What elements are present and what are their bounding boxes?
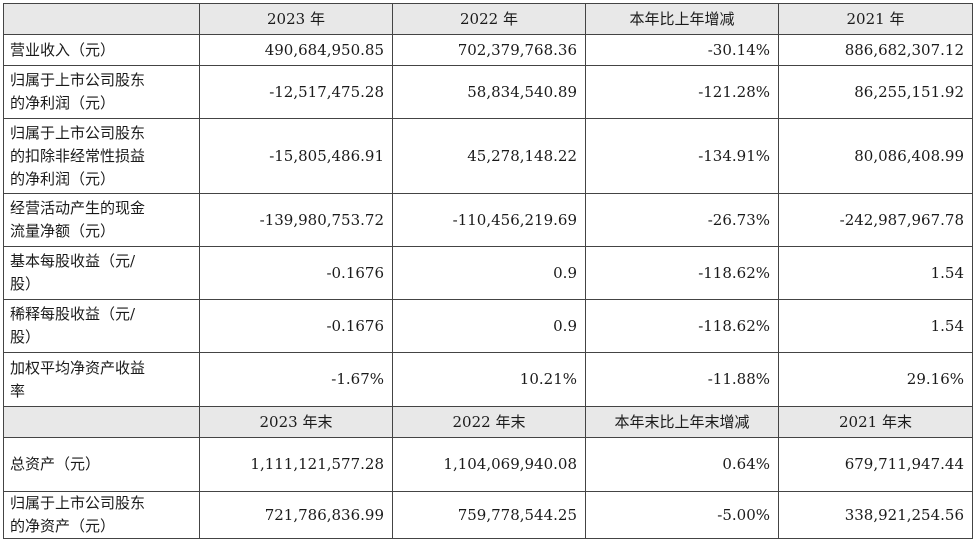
row-label-line: 的扣除非经常性损益 [10,146,146,165]
row-label: 稀释每股收益（元/股） [3,299,200,353]
row-label-line: 稀释每股收益（元/ [10,305,136,323]
value-cell: 338,921,254.56 [778,491,973,539]
column-header: 2023 年末 [199,406,393,438]
column-header: 2022 年末 [392,406,586,438]
value-cell: -110,456,219.69 [392,193,586,247]
row-label-line: 的净利润（元） [10,94,116,112]
value-cell: 490,684,950.85 [199,34,393,66]
value-cell: -134.91% [585,118,779,194]
value-cell: -0.1676 [199,246,393,300]
header-corner-cell [3,3,200,35]
value-cell: 45,278,148.22 [392,118,586,194]
table-row: 稀释每股收益（元/股） -0.1676 0.9 -118.62% 1.54 [3,299,973,353]
value-cell: 1.54 [778,246,973,300]
value-cell: 702,379,768.36 [392,34,586,66]
row-label-line: 归属于上市公司股东 [10,71,146,89]
table-row: 总资产（元） 1,111,121,577.28 1,104,069,940.08 0.… [3,437,973,492]
column-header: 2023 年 [199,3,393,35]
value-cell: 1,111,121,577.28 [199,437,393,492]
value-cell: 679,711,947.44 [778,437,973,492]
value-cell: 10.21% [392,352,586,407]
value-cell: -26.73% [585,193,779,247]
row-label: 归属于上市公司股东 的净利润（元） [3,65,200,119]
row-label-line: 的净利润（元） [10,169,116,188]
header-corner-cell [3,406,200,438]
row-label-line: 总资产（元） [10,455,101,473]
table-row: 归属于上市公司股东 的净利润（元） -12,517,475.28 58,834,540… [3,65,973,119]
table-row: 营业收入（元） 490,684,950.85 702,379,768.36 -30.1… [3,34,973,66]
header-row-annual: 2023 年 2022 年本年比上年增减 2021 年 [3,3,973,35]
row-label-line: 归属于上市公司股东 [10,494,146,512]
row-label-line: 股） [10,275,41,293]
table-row: 经营活动产生的现金 流量净额（元） -139,980,753.72 -110,456,… [3,193,973,247]
column-header: 本年比上年增减 [585,3,779,35]
row-label-line: 率 [10,381,26,400]
value-cell: 1,104,069,940.08 [392,437,586,492]
value-cell: 58,834,540.89 [392,65,586,119]
table-row: 归属于上市公司股东 的扣除非经常性损益 的净利润（元） -15,805,486.91 4… [3,118,973,194]
row-label-line: 经营活动产生的现金 [10,199,146,217]
value-cell: 1.54 [778,299,973,353]
value-cell: 29.16% [778,352,973,407]
row-label-line: 的净资产（元） [10,517,116,535]
value-cell: 721,786,836.99 [199,491,393,539]
row-label: 营业收入（元） [3,34,200,66]
row-label-line: 营业收入（元） [10,40,116,59]
row-label: 基本每股收益（元/股） [3,246,200,300]
value-cell: -0.1676 [199,299,393,353]
column-header: 2021 年 [778,3,973,35]
row-label: 加权平均净资产收益率 [3,352,200,407]
row-label: 归属于上市公司股东 的净资产（元） [3,491,200,539]
value-cell: -11.88% [585,352,779,407]
value-cell: 759,778,544.25 [392,491,586,539]
row-label: 总资产（元） [3,437,200,492]
value-cell: -30.14% [585,34,779,66]
row-label-line: 加权平均净资产收益 [10,358,146,377]
value-cell: -118.62% [585,299,779,353]
row-label: 经营活动产生的现金 流量净额（元） [3,193,200,247]
column-header: 本年末比上年末增减 [585,406,779,438]
value-cell: -15,805,486.91 [199,118,393,194]
column-header: 2021 年末 [778,406,973,438]
value-cell: 86,255,151.92 [778,65,973,119]
value-cell: 80,086,408.99 [778,118,973,194]
financial-summary-table: 2023 年 2022 年本年比上年增减 2021 年营业收入（元） 490,684,… [3,3,973,539]
value-cell: -139,980,753.72 [199,193,393,247]
row-label-line: 股） [10,328,41,346]
table-row: 加权平均净资产收益率 -1.67% 10.21% -11.88% 29.16% [3,352,973,407]
value-cell: 0.64% [585,437,779,492]
value-cell: -118.62% [585,246,779,300]
value-cell: -242,987,967.78 [778,193,973,247]
value-cell: -121.28% [585,65,779,119]
value-cell: 886,682,307.12 [778,34,973,66]
row-label-line: 归属于上市公司股东 [10,123,146,142]
value-cell: 0.9 [392,299,586,353]
header-row-year-end: 2023 年末 2022 年末 本年末比上年末增减 2021 年末 [3,406,973,438]
row-label-line: 基本每股收益（元/ [10,252,136,270]
table-row: 归属于上市公司股东 的净资产（元） 721,786,836.99 759,778,54… [3,491,973,539]
row-label-line: 流量净额（元） [10,222,116,240]
value-cell: -5.00% [585,491,779,539]
value-cell: -12,517,475.28 [199,65,393,119]
row-label: 归属于上市公司股东 的扣除非经常性损益 的净利润（元） [3,118,200,194]
column-header: 2022 年 [392,3,586,35]
value-cell: 0.9 [392,246,586,300]
value-cell: -1.67% [199,352,393,407]
table-row: 基本每股收益（元/股） -0.1676 0.9 -118.62% 1.54 [3,246,973,300]
